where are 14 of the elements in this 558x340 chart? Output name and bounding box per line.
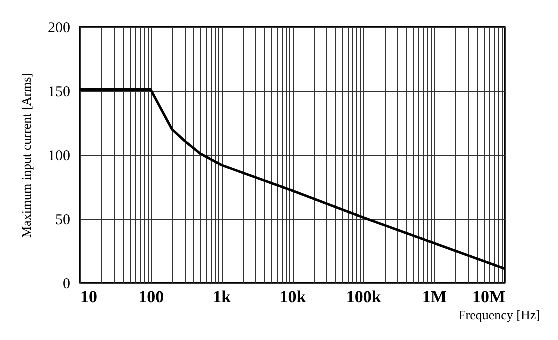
x-tick-label: 10 xyxy=(80,288,98,306)
x-tick-label: 1M xyxy=(422,288,447,306)
y-axis-title: Maximum input current [Arms] xyxy=(19,73,34,238)
x-axis-title: Frequency [Hz] xyxy=(458,308,540,322)
x-tick-label: 1k xyxy=(213,288,232,306)
x-tick-label: 100k xyxy=(346,288,382,306)
y-tick-label: 100 xyxy=(48,148,70,164)
y-tick-label: 50 xyxy=(56,212,70,228)
x-tick-label: 10M xyxy=(472,288,506,306)
x-tick-label: 10k xyxy=(280,288,307,306)
x-tick-label: 100 xyxy=(138,288,164,306)
y-tick-label: 0 xyxy=(63,276,70,292)
y-tick-label: 150 xyxy=(48,84,70,100)
y-tick-label: 200 xyxy=(48,20,70,36)
